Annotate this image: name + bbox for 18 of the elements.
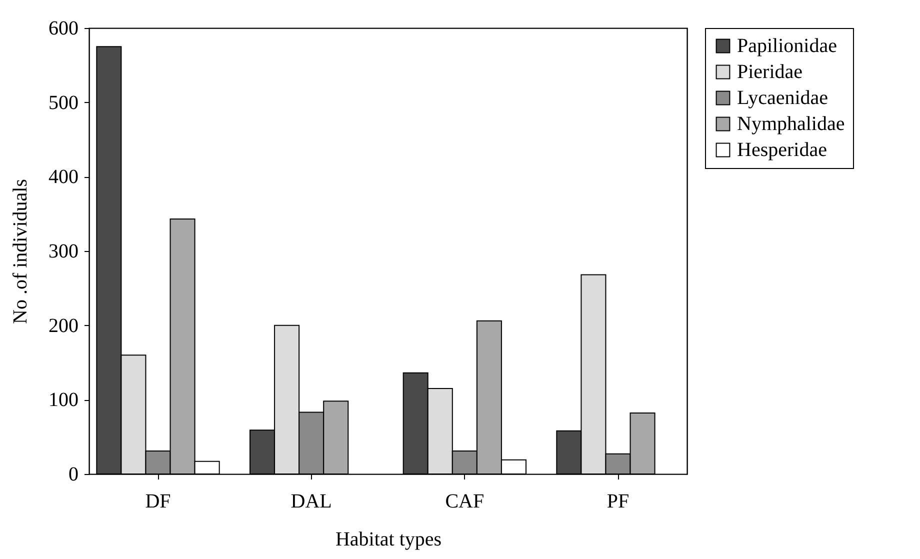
legend-label: Papilionidae: [737, 35, 838, 57]
y-tick-label: 300: [48, 240, 78, 262]
x-tick-label: DAL: [290, 490, 332, 512]
x-tick-label: PF: [606, 490, 630, 512]
x-tick-label: CAF: [445, 490, 484, 512]
y-tick-label: 500: [48, 92, 78, 114]
y-tick-label: 400: [48, 166, 78, 188]
x-axis-title: Habitat types: [335, 528, 442, 550]
y-tick-label: 0: [68, 464, 78, 486]
legend-label: Nymphalidae: [737, 113, 845, 135]
legend-label: Lycaenidae: [737, 87, 828, 109]
y-tick-label: 600: [48, 18, 78, 40]
legend-label: Hesperidae: [737, 139, 828, 161]
x-tick-label: DF: [145, 490, 171, 512]
y-tick-label: 200: [48, 314, 78, 337]
y-tick-label: 100: [48, 389, 78, 412]
y-axis-title: No .of individuals: [10, 178, 32, 324]
legend-label: Pieridae: [737, 61, 803, 83]
